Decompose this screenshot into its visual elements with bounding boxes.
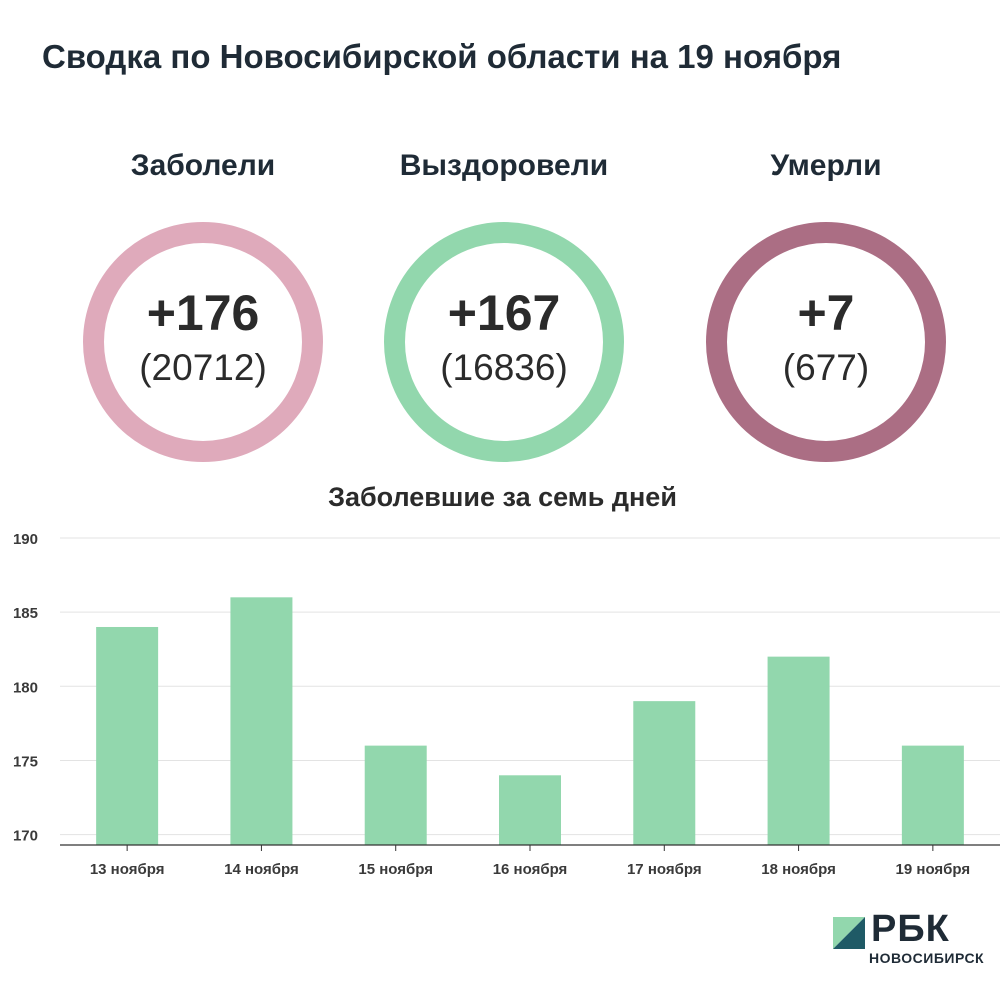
stat-infected-value: +176 xyxy=(146,285,260,341)
y-tick-label: 175 xyxy=(13,753,38,770)
stat-deaths-label: Умерли xyxy=(770,149,882,182)
stat-infected-label: Заболели xyxy=(130,149,276,182)
stat-recovered: Выздоровели +167 (16836) xyxy=(374,146,634,462)
bar-4 xyxy=(499,775,561,845)
x-tick-label: 18 ноября xyxy=(761,861,836,878)
chart-title: Заболевшие за семь дней xyxy=(328,482,677,512)
bar-7 xyxy=(901,745,964,845)
page-title: Сводка по Новосибирской области на 19 но… xyxy=(42,38,842,75)
bar-5 xyxy=(633,701,696,845)
bar-chart: 170 175 180 185 190 13 ноября 14 ноября 15 нояб… xyxy=(13,531,1000,878)
stat-deaths-total: (677) xyxy=(782,347,870,388)
bar-1 xyxy=(96,626,159,845)
stat-recovered-value: +167 xyxy=(447,285,561,341)
rbc-logo-subtitle: НОВОСИБИРСК xyxy=(869,950,985,966)
rbc-logo: РБК НОВОСИБИРСК xyxy=(833,908,998,974)
bar-6 xyxy=(767,656,830,845)
y-tick-label: 180 xyxy=(13,679,38,696)
rbc-logo-mark-icon xyxy=(833,917,865,949)
x-tick-label: 17 ноября xyxy=(627,861,702,878)
rbc-logo-text: РБК xyxy=(871,908,950,950)
stat-recovered-total: (16836) xyxy=(440,347,568,388)
stat-infected: Заболели +176 (20712) xyxy=(73,146,333,462)
x-tick-label: 19 ноября xyxy=(896,861,971,878)
stat-recovered-label: Выздоровели xyxy=(399,149,609,182)
x-tick-label: 16 ноября xyxy=(493,861,568,878)
stat-deaths-value: +7 xyxy=(797,285,855,341)
y-tick-label: 190 xyxy=(13,531,38,548)
x-tick-label: 13 ноября xyxy=(90,861,165,878)
bar-3 xyxy=(364,745,427,845)
stat-deaths: Умерли +7 (677) xyxy=(696,146,956,462)
y-tick-label: 185 xyxy=(13,605,38,622)
x-tick-label: 14 ноября xyxy=(224,861,299,878)
y-tick-label: 170 xyxy=(13,828,38,845)
stat-infected-total: (20712) xyxy=(139,347,267,388)
bar-2 xyxy=(230,597,293,845)
x-tick-label: 15 ноября xyxy=(358,861,433,878)
